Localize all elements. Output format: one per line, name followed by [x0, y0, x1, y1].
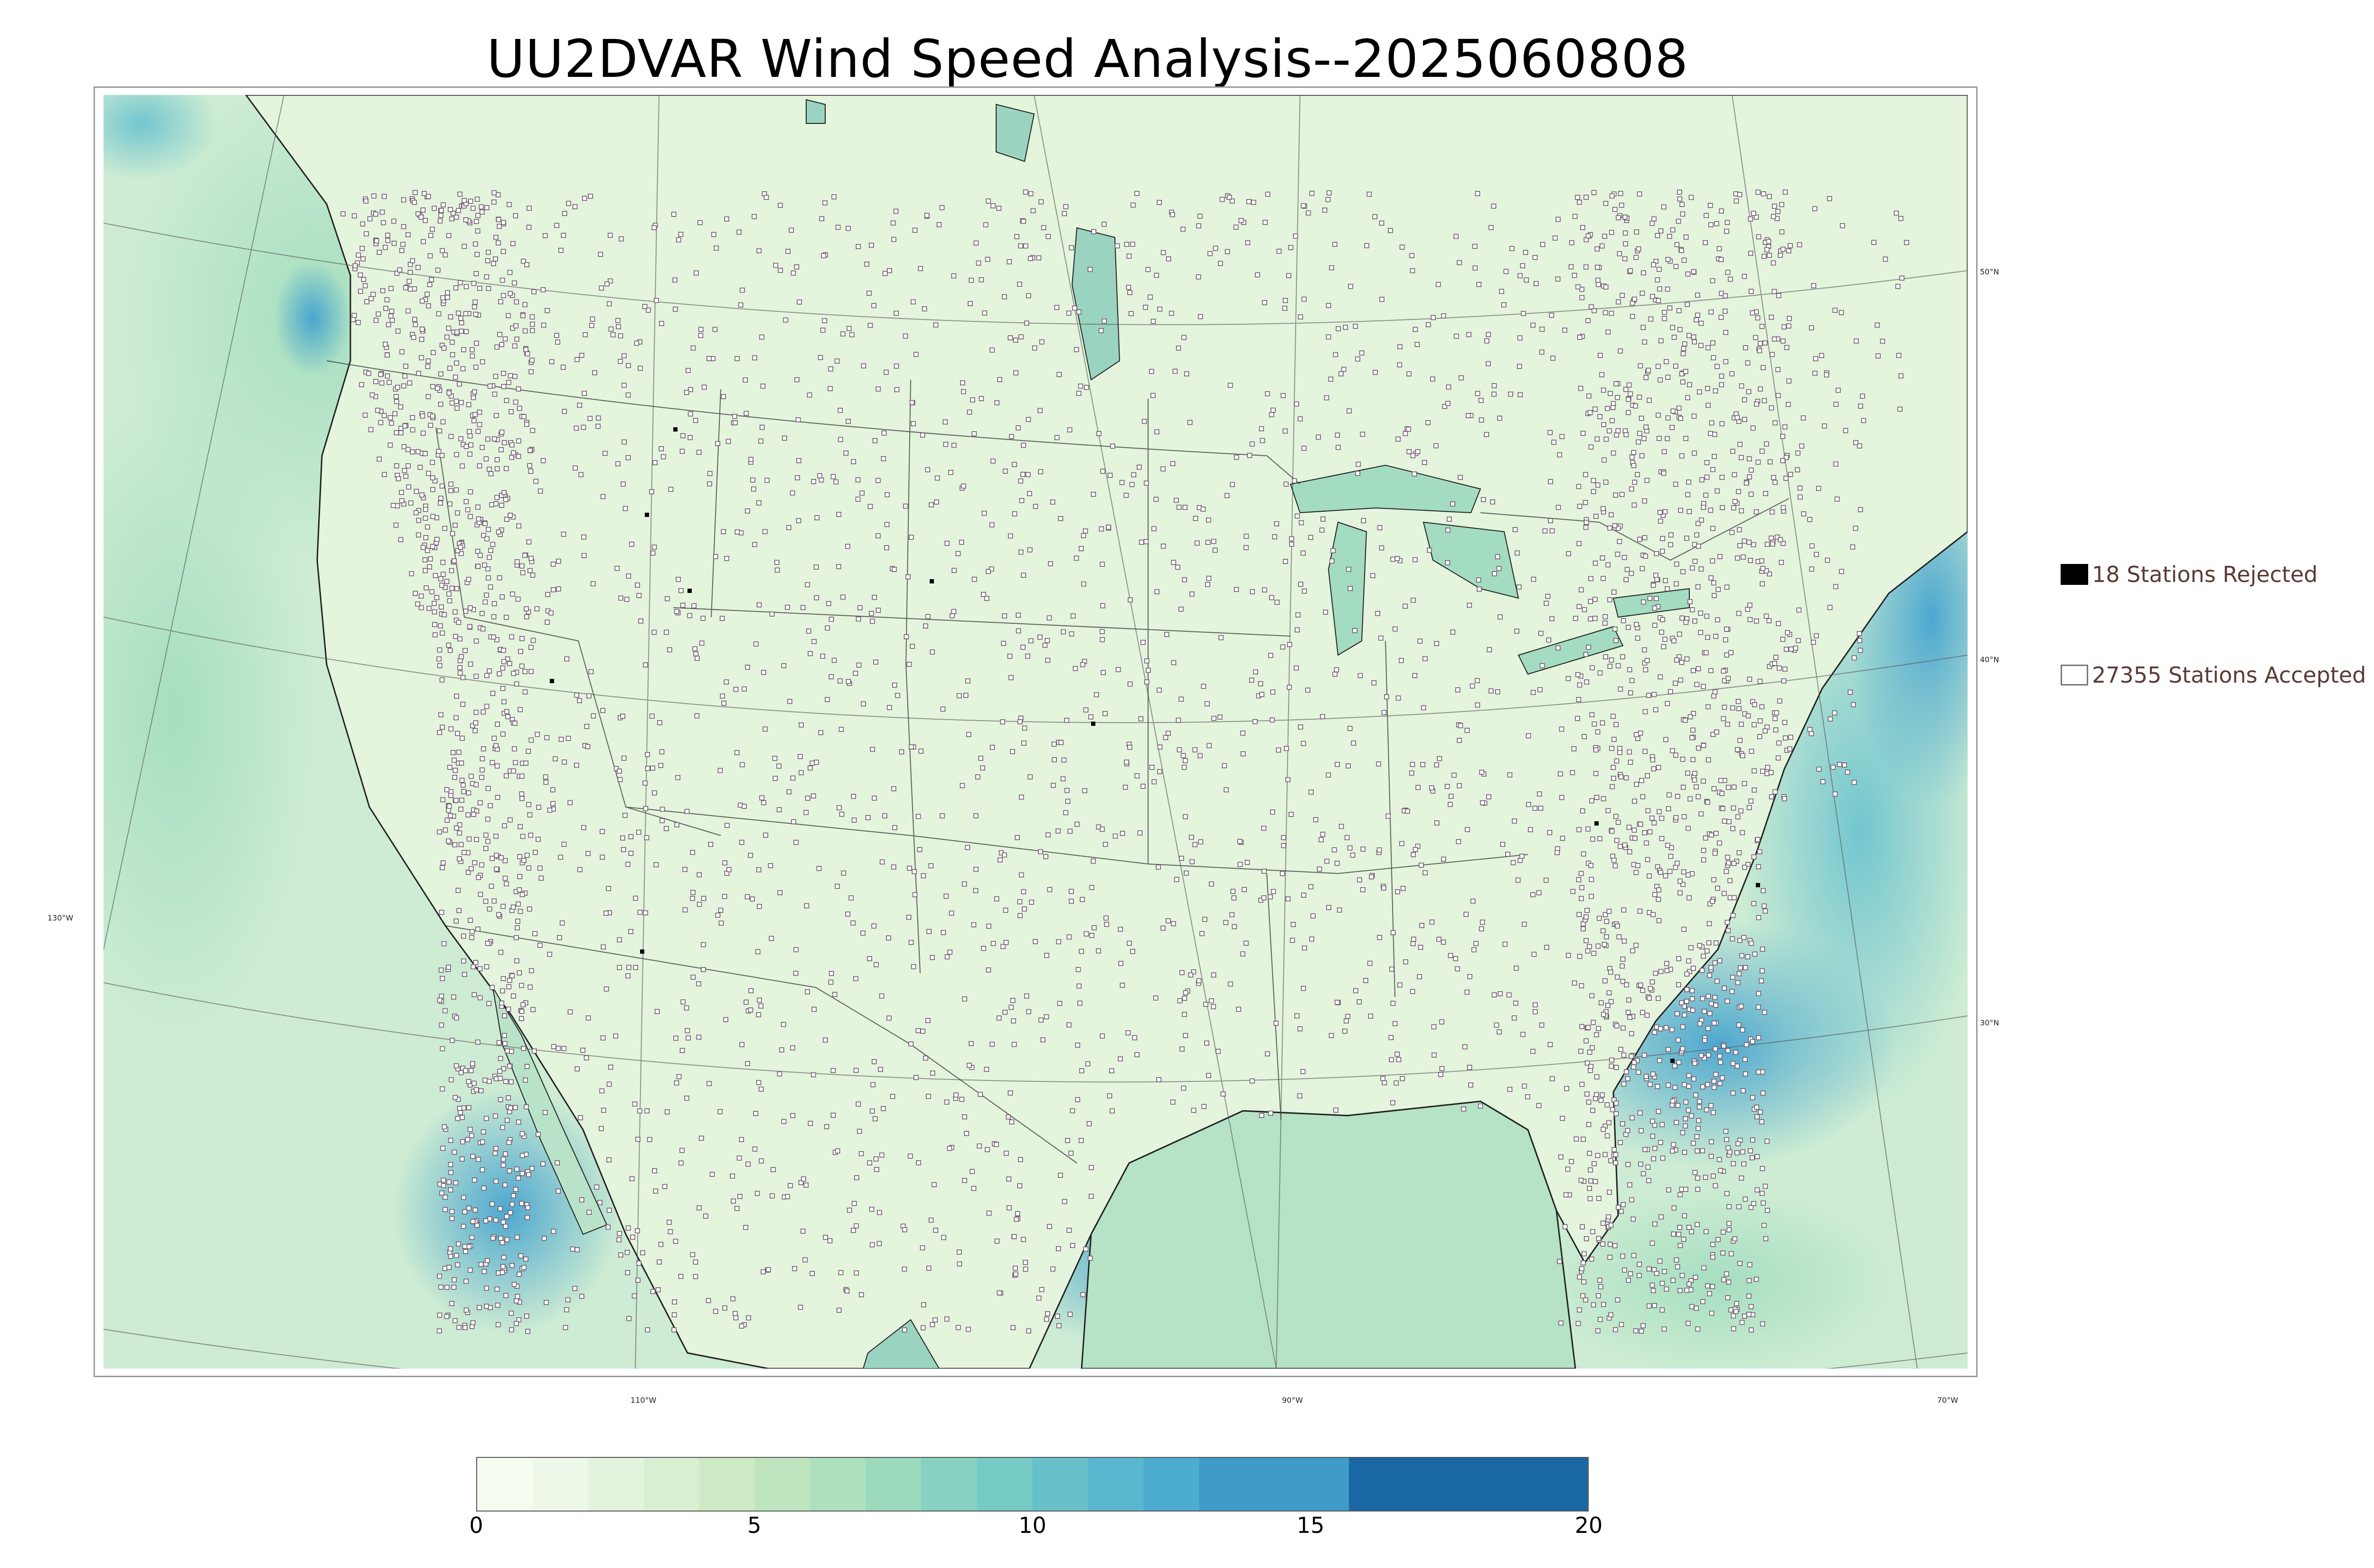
colorbar-tick-2: 10: [1018, 1512, 1046, 1538]
colorbar-band-14: [1349, 1458, 1588, 1511]
station-markers: [340, 189, 1909, 1334]
gulf-of-mexico: [1081, 1100, 1576, 1369]
colorbar-tick-0: 0: [469, 1512, 483, 1538]
colorbar-band-7: [866, 1458, 922, 1511]
great-lakes: [1290, 464, 1690, 675]
legend-accepted: 27355 Stations Accepted: [2061, 662, 2366, 688]
colorbar-band-10: [1032, 1458, 1088, 1511]
wind-speed-map[interactable]: [104, 95, 1968, 1369]
colorbar-band-1: [532, 1458, 589, 1511]
colorbar-band-3: [643, 1458, 700, 1511]
map-frame: 50°N 40°N 30°N: [94, 86, 1999, 1377]
colorbar-tick-3: 15: [1296, 1512, 1325, 1538]
colorbar-band-2: [588, 1458, 644, 1511]
political-borders: [326, 360, 1790, 1164]
accepted-station-swatch: [2061, 665, 2088, 685]
graticule: [104, 95, 1968, 1369]
colorbar-band-4: [699, 1458, 755, 1511]
lon-label-90w: 90°W: [1282, 1396, 1303, 1405]
rejected-station-swatch: [2061, 564, 2088, 585]
colorbar-bands: [477, 1458, 1588, 1511]
colorbar-band-6: [810, 1458, 867, 1511]
legend-rejected: 18 Stations Rejected: [2061, 562, 2317, 587]
legend-accepted-label: 27355 Stations Accepted: [2092, 662, 2366, 688]
colorbar-band-5: [754, 1458, 811, 1511]
colorbar-band-9: [977, 1458, 1033, 1511]
colorbar-band-0: [477, 1458, 533, 1511]
lon-label-130w: 130°W: [47, 913, 74, 922]
colorbar-band-12: [1143, 1458, 1199, 1511]
colorbar-band-8: [921, 1458, 978, 1511]
lat-label-30: 30°N: [1980, 1018, 1999, 1027]
northern-lakes: [806, 99, 1121, 1369]
lat-label-40: 40°N: [1980, 655, 1999, 664]
lon-label-70w: 70°W: [1937, 1396, 1959, 1405]
colorbar-band-11: [1088, 1458, 1144, 1511]
colorbar-tick-1: 5: [747, 1512, 762, 1538]
legend-rejected-label: 18 Stations Rejected: [2092, 562, 2318, 587]
colorbar-tick-4: 20: [1574, 1512, 1603, 1538]
colorbar: [476, 1457, 1589, 1512]
colorbar-band-13: [1199, 1458, 1349, 1511]
map-title: UU2DVAR Wind Speed Analysis--2025060808: [487, 28, 1689, 89]
lat-label-50: 50°N: [1980, 267, 1999, 276]
lon-label-110w: 110°W: [631, 1396, 657, 1405]
